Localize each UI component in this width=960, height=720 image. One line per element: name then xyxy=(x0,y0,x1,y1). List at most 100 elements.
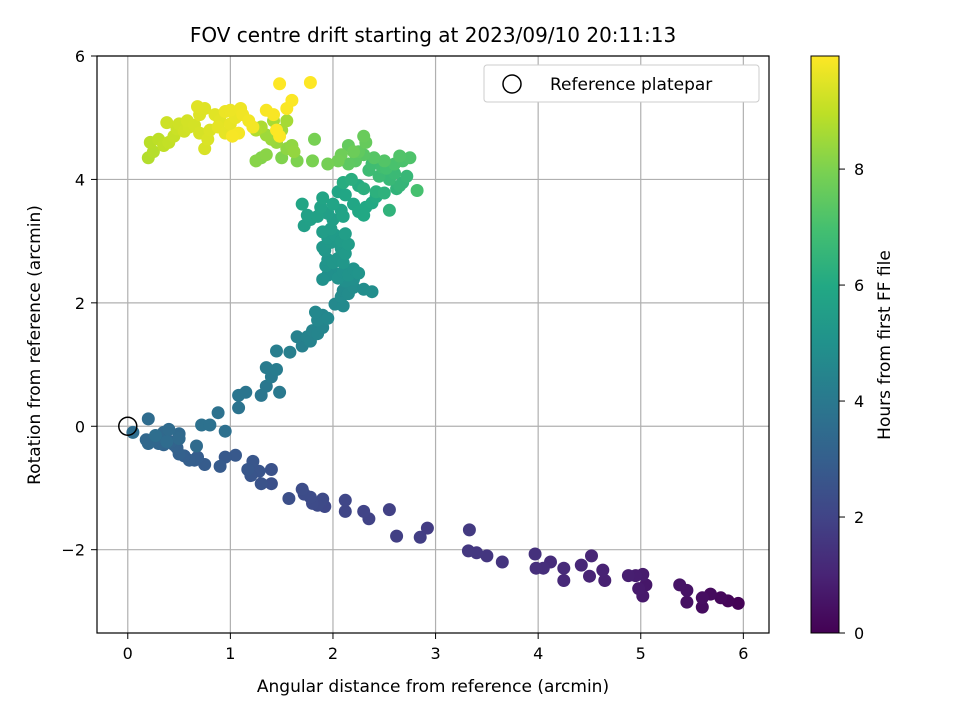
scatter-point xyxy=(273,77,287,91)
scatter-point xyxy=(377,186,391,200)
scatter-point xyxy=(357,182,371,196)
scatter-point xyxy=(338,493,352,507)
scatter-point xyxy=(420,521,434,535)
scatter-point xyxy=(290,330,304,344)
scatter-point xyxy=(331,154,345,168)
scatter-point xyxy=(410,184,424,197)
colorbar-tick-label: 2 xyxy=(854,508,864,527)
scatter-point xyxy=(673,578,687,592)
scatter-point xyxy=(365,285,379,299)
y-tick-label: 6 xyxy=(75,47,85,66)
scatter-point xyxy=(731,596,745,610)
legend: Reference platepar xyxy=(483,64,760,103)
colorbar-tick-label: 4 xyxy=(854,392,864,411)
colorbar-tick-label: 8 xyxy=(854,160,864,179)
data-points xyxy=(126,76,745,614)
scatter-point xyxy=(321,157,335,171)
scatter-point xyxy=(316,272,330,286)
scatter-point xyxy=(338,188,352,202)
scatter-point xyxy=(241,463,255,476)
scatter-point xyxy=(377,154,391,168)
scatter-point xyxy=(229,448,242,462)
scatter-point xyxy=(621,569,635,583)
scatter-point xyxy=(249,154,263,168)
x-tick-label: 5 xyxy=(636,644,646,663)
scatter-point xyxy=(403,151,417,165)
x-tick-label: 3 xyxy=(430,644,440,663)
scatter-point xyxy=(287,145,301,159)
scatter-point xyxy=(341,157,355,171)
scatter-point xyxy=(259,148,273,162)
y-tick-label: −2 xyxy=(61,541,85,560)
legend-marker-icon xyxy=(502,74,522,94)
y-tick-label: 2 xyxy=(75,294,85,313)
scatter-point xyxy=(306,154,319,168)
y-axis-ticks: −2 0 2 4 6 xyxy=(61,47,97,560)
x-tick-label: 2 xyxy=(328,644,338,663)
scatter-point xyxy=(126,425,140,439)
scatter-point xyxy=(596,563,610,577)
scatter-point xyxy=(149,429,162,442)
reference-platepar-marker xyxy=(118,416,138,437)
scatter-point xyxy=(300,208,314,222)
colorbar-gradient xyxy=(810,55,840,634)
scatter-point xyxy=(303,76,317,89)
scatter-point xyxy=(160,435,174,449)
scatter-point xyxy=(246,120,260,134)
scatter-point xyxy=(254,477,268,491)
scatter-point xyxy=(574,558,588,572)
scatter-point xyxy=(557,574,571,587)
scatter-point xyxy=(461,544,475,558)
chart-title: FOV centre drift starting at 2023/09/10 … xyxy=(190,23,676,47)
scatter-point xyxy=(528,547,542,561)
scatter-point xyxy=(203,418,217,432)
scatter-point xyxy=(413,530,427,544)
y-tick-label: 0 xyxy=(75,417,85,436)
scatter-point xyxy=(352,266,366,280)
scatter-point xyxy=(680,595,694,609)
scatter-point xyxy=(264,477,278,491)
scatter-point xyxy=(280,114,294,128)
scatter-point xyxy=(273,385,287,399)
scatter-point xyxy=(232,401,246,415)
y-tick-label: 4 xyxy=(75,170,85,189)
scatter-point xyxy=(382,203,396,217)
scatter-point xyxy=(598,574,612,587)
colorbar: 0 2 4 6 8 Hours from first FF file xyxy=(810,55,895,643)
scatter-point xyxy=(357,504,371,518)
scatter-point xyxy=(341,237,355,251)
colorbar-ticks: 0 2 4 6 8 xyxy=(839,160,864,643)
scatter-point xyxy=(367,151,381,165)
scatter-point xyxy=(239,385,253,399)
plot-frame xyxy=(96,55,770,634)
y-axis-label: Rotation from reference (arcmin) xyxy=(25,205,45,485)
scatter-point xyxy=(714,591,728,605)
x-tick-label: 0 xyxy=(123,644,133,663)
scatter-point xyxy=(695,600,709,614)
scatter-point xyxy=(190,439,203,453)
scatter-point xyxy=(283,345,297,359)
scatter-point xyxy=(225,129,239,143)
colorbar-tick-label: 6 xyxy=(854,276,864,295)
x-tick-label: 1 xyxy=(225,644,235,663)
x-tick-label: 6 xyxy=(738,644,748,663)
scatter-point xyxy=(632,582,646,596)
scatter-point xyxy=(191,100,204,114)
scatter-point xyxy=(285,93,299,107)
scatter-point xyxy=(259,361,273,375)
scatter-point xyxy=(338,504,352,518)
scatter-point xyxy=(400,169,414,183)
scatter-point xyxy=(141,412,155,426)
colorbar-label: Hours from first FF file xyxy=(875,250,895,440)
scatter-point xyxy=(557,561,571,575)
plot-background xyxy=(97,56,769,633)
scatter-point xyxy=(211,406,225,420)
scatter-point xyxy=(357,208,371,222)
legend-label: Reference platepar xyxy=(550,75,712,95)
scatter-point xyxy=(223,103,237,117)
scatter-point xyxy=(326,197,340,211)
scatter-point xyxy=(270,344,283,358)
scatter-point xyxy=(695,591,709,605)
scatter-point xyxy=(529,561,543,575)
